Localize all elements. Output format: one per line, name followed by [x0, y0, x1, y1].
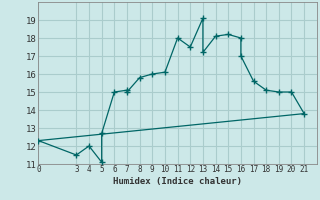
X-axis label: Humidex (Indice chaleur): Humidex (Indice chaleur): [113, 177, 242, 186]
